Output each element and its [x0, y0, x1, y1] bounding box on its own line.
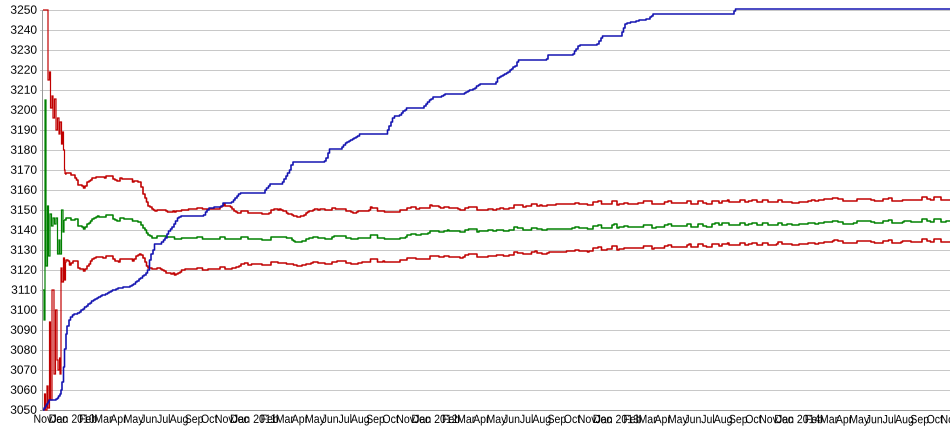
svg-text:Jul: Jul	[883, 412, 897, 426]
svg-text:Jan 2012: Jan 2012	[414, 412, 458, 426]
svg-text:May: May	[668, 412, 688, 426]
svg-text:Jun: Jun	[866, 412, 883, 426]
svg-text:Mar: Mar	[276, 412, 294, 426]
svg-text:3150: 3150	[10, 203, 37, 217]
svg-text:Jan 2011: Jan 2011	[233, 412, 277, 426]
svg-text:Apr: Apr	[110, 412, 126, 426]
svg-text:3160: 3160	[10, 183, 37, 197]
svg-text:Dec: Dec	[411, 412, 430, 426]
svg-text:Aug: Aug	[351, 412, 370, 426]
svg-text:May: May	[305, 412, 325, 426]
svg-text:Feb: Feb	[261, 412, 279, 426]
svg-text:Nov: Nov	[215, 412, 234, 426]
svg-text:Dec: Dec	[49, 412, 68, 426]
svg-text:3050: 3050	[10, 403, 37, 417]
svg-text:3060: 3060	[10, 383, 37, 397]
svg-text:Feb: Feb	[805, 412, 823, 426]
svg-text:Feb: Feb	[623, 412, 641, 426]
svg-text:Dec: Dec	[230, 412, 249, 426]
svg-text:Jan 2013: Jan 2013	[596, 412, 640, 426]
svg-text:Feb: Feb	[442, 412, 460, 426]
svg-text:Mar: Mar	[457, 412, 475, 426]
svg-text:3250: 3250	[10, 3, 37, 17]
svg-text:Jul: Jul	[520, 412, 534, 426]
svg-text:3110: 3110	[11, 283, 37, 297]
svg-text:Sep: Sep	[366, 412, 385, 426]
svg-text:3140: 3140	[10, 223, 37, 237]
svg-text:3240: 3240	[10, 23, 37, 37]
svg-text:Nov: Nov	[33, 412, 52, 426]
svg-text:3190: 3190	[10, 123, 37, 137]
svg-text:Jul: Jul	[701, 412, 715, 426]
svg-text:Jul: Jul	[157, 412, 171, 426]
svg-text:Jan 2010: Jan 2010	[51, 412, 95, 426]
svg-text:Mar: Mar	[94, 412, 112, 426]
svg-text:Jun: Jun	[684, 412, 701, 426]
svg-text:Oct: Oct	[564, 412, 581, 426]
svg-text:3200: 3200	[10, 103, 37, 117]
svg-text:Aug: Aug	[532, 412, 551, 426]
svg-text:Jun: Jun	[322, 412, 339, 426]
svg-text:Nov: Nov	[940, 412, 950, 426]
svg-text:May: May	[486, 412, 506, 426]
svg-text:3220: 3220	[10, 63, 37, 77]
svg-text:Sep: Sep	[729, 412, 748, 426]
svg-text:Sep: Sep	[185, 412, 204, 426]
svg-text:Oct: Oct	[745, 412, 762, 426]
svg-text:Sep: Sep	[547, 412, 566, 426]
svg-text:Jan 2014: Jan 2014	[777, 412, 821, 426]
svg-text:Nov: Nov	[759, 412, 778, 426]
svg-text:3080: 3080	[10, 343, 37, 357]
svg-text:Apr: Apr	[292, 412, 308, 426]
svg-text:3130: 3130	[10, 243, 37, 257]
svg-text:Apr: Apr	[654, 412, 670, 426]
svg-text:Feb: Feb	[79, 412, 97, 426]
svg-text:Dec: Dec	[593, 412, 612, 426]
svg-text:Jun: Jun	[503, 412, 520, 426]
svg-text:Aug: Aug	[714, 412, 733, 426]
svg-text:3100: 3100	[10, 303, 37, 317]
svg-text:Aug: Aug	[895, 412, 914, 426]
svg-text:Mar: Mar	[638, 412, 656, 426]
svg-text:Oct: Oct	[382, 412, 399, 426]
svg-text:Nov: Nov	[578, 412, 597, 426]
svg-text:Apr: Apr	[473, 412, 489, 426]
svg-text:Jun: Jun	[140, 412, 157, 426]
svg-text:3070: 3070	[10, 363, 37, 377]
svg-text:3120: 3120	[10, 263, 37, 277]
svg-text:Sep: Sep	[910, 412, 929, 426]
svg-text:Jul: Jul	[338, 412, 352, 426]
svg-text:Mar: Mar	[820, 412, 838, 426]
svg-text:3210: 3210	[10, 83, 37, 97]
svg-text:May: May	[124, 412, 144, 426]
svg-text:Oct: Oct	[927, 412, 944, 426]
svg-text:3180: 3180	[10, 143, 37, 157]
svg-text:3230: 3230	[10, 43, 37, 57]
svg-text:Aug: Aug	[170, 412, 189, 426]
svg-text:Nov: Nov	[396, 412, 415, 426]
svg-text:3170: 3170	[10, 163, 37, 177]
svg-text:Oct: Oct	[201, 412, 218, 426]
svg-text:May: May	[849, 412, 869, 426]
svg-text:Apr: Apr	[836, 412, 852, 426]
svg-text:Dec: Dec	[774, 412, 793, 426]
svg-text:3090: 3090	[10, 323, 37, 337]
